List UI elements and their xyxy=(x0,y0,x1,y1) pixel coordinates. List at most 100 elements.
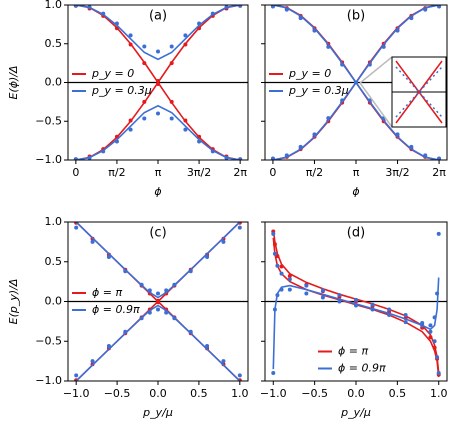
data-point xyxy=(156,82,161,87)
data-point xyxy=(403,320,408,325)
data-point xyxy=(304,283,309,288)
data-point xyxy=(205,344,210,349)
data-point xyxy=(275,254,280,259)
data-point xyxy=(221,239,226,244)
data-point xyxy=(142,116,147,121)
inset-line xyxy=(395,60,443,124)
data-point xyxy=(423,153,428,158)
data-point xyxy=(436,371,441,376)
y-tick-label: −1.0 xyxy=(35,374,62,387)
data-point xyxy=(432,315,437,320)
data-point xyxy=(435,291,440,296)
data-point xyxy=(172,282,177,287)
y-axis-label: E(ϕ)/Δ xyxy=(7,65,20,99)
legend-label: p_y = 0 xyxy=(288,67,331,80)
data-point xyxy=(272,251,277,256)
data-point xyxy=(164,288,169,293)
data-point xyxy=(420,323,425,328)
data-point xyxy=(197,139,202,144)
data-point xyxy=(354,303,358,308)
data-point xyxy=(432,345,437,350)
x-axis-label: ϕ xyxy=(154,185,161,198)
data-point xyxy=(320,295,325,300)
x-tick-label: −0.5 xyxy=(301,387,328,400)
data-point xyxy=(432,339,437,344)
data-point xyxy=(142,61,147,66)
data-point xyxy=(237,225,242,230)
y-tick-label: 1.0 xyxy=(45,215,63,228)
x-tick-label: π/2 xyxy=(108,166,125,179)
legend-label: p_y = 0 xyxy=(91,67,134,80)
x-tick-label: 0 xyxy=(269,166,276,179)
panel-label: (c) xyxy=(149,226,166,241)
data-point xyxy=(271,231,276,236)
inset-line xyxy=(395,66,443,118)
data-point xyxy=(183,33,188,38)
data-point xyxy=(101,11,106,16)
data-point xyxy=(114,139,119,144)
x-tick-label: −1.0 xyxy=(260,387,287,400)
panel-label: (a) xyxy=(149,9,167,24)
data-point xyxy=(156,300,160,305)
data-point xyxy=(367,62,372,67)
data-point xyxy=(139,282,144,287)
data-point xyxy=(270,156,275,160)
data-point xyxy=(409,144,414,149)
data-point xyxy=(312,132,317,137)
data-point xyxy=(156,111,161,116)
data-point xyxy=(188,329,193,334)
data-point xyxy=(387,313,392,318)
data-point xyxy=(326,44,331,49)
data-point xyxy=(298,144,303,149)
x-tick-label: −0.5 xyxy=(104,387,131,400)
data-point xyxy=(370,307,375,312)
data-point xyxy=(73,157,78,160)
data-point xyxy=(224,155,229,160)
legend-label: ϕ = π xyxy=(338,345,368,358)
data-point xyxy=(164,310,169,315)
x-tick-label: π xyxy=(155,166,162,179)
data-line xyxy=(75,222,241,299)
data-point xyxy=(270,5,275,9)
data-point xyxy=(169,44,174,49)
data-point xyxy=(428,329,433,334)
data-point xyxy=(106,344,111,349)
data-point xyxy=(238,5,243,8)
data-point xyxy=(284,153,289,158)
data-point xyxy=(387,307,392,312)
data-point xyxy=(123,269,128,274)
data-point xyxy=(128,42,133,47)
data-point xyxy=(169,61,174,66)
x-tick-label: 0 xyxy=(72,166,79,179)
data-point xyxy=(337,299,342,304)
y-tick-label: 0.5 xyxy=(45,37,63,50)
legend-label: ϕ = π xyxy=(92,286,122,299)
data-point xyxy=(275,263,280,268)
data-point xyxy=(210,11,215,16)
data-point xyxy=(188,269,193,274)
data-point xyxy=(272,307,277,312)
y-tick-label: 0.0 xyxy=(45,76,63,89)
y-tick-label: −0.5 xyxy=(35,114,62,127)
legend-label: ϕ = 0.9π xyxy=(92,303,140,316)
panel-label: (b) xyxy=(347,9,365,24)
data-point xyxy=(381,44,386,49)
data-point xyxy=(139,316,144,321)
data-point xyxy=(114,21,119,26)
x-axis-label: ϕ xyxy=(352,185,359,198)
x-tick-label: 0.5 xyxy=(389,387,407,400)
x-tick-label: 3π/2 xyxy=(385,166,409,179)
plot-area xyxy=(271,229,441,378)
data-point xyxy=(435,355,440,360)
data-point xyxy=(183,127,188,132)
y-axis-label: E(p_y)/Δ xyxy=(7,279,20,325)
data-point xyxy=(156,307,160,312)
data-point xyxy=(370,302,375,307)
data-point xyxy=(156,291,160,296)
data-point xyxy=(423,7,428,12)
x-tick-label: 0.0 xyxy=(347,387,365,400)
y-tick-label: 0.0 xyxy=(45,295,63,308)
data-point xyxy=(354,80,359,85)
data-point xyxy=(437,156,442,160)
